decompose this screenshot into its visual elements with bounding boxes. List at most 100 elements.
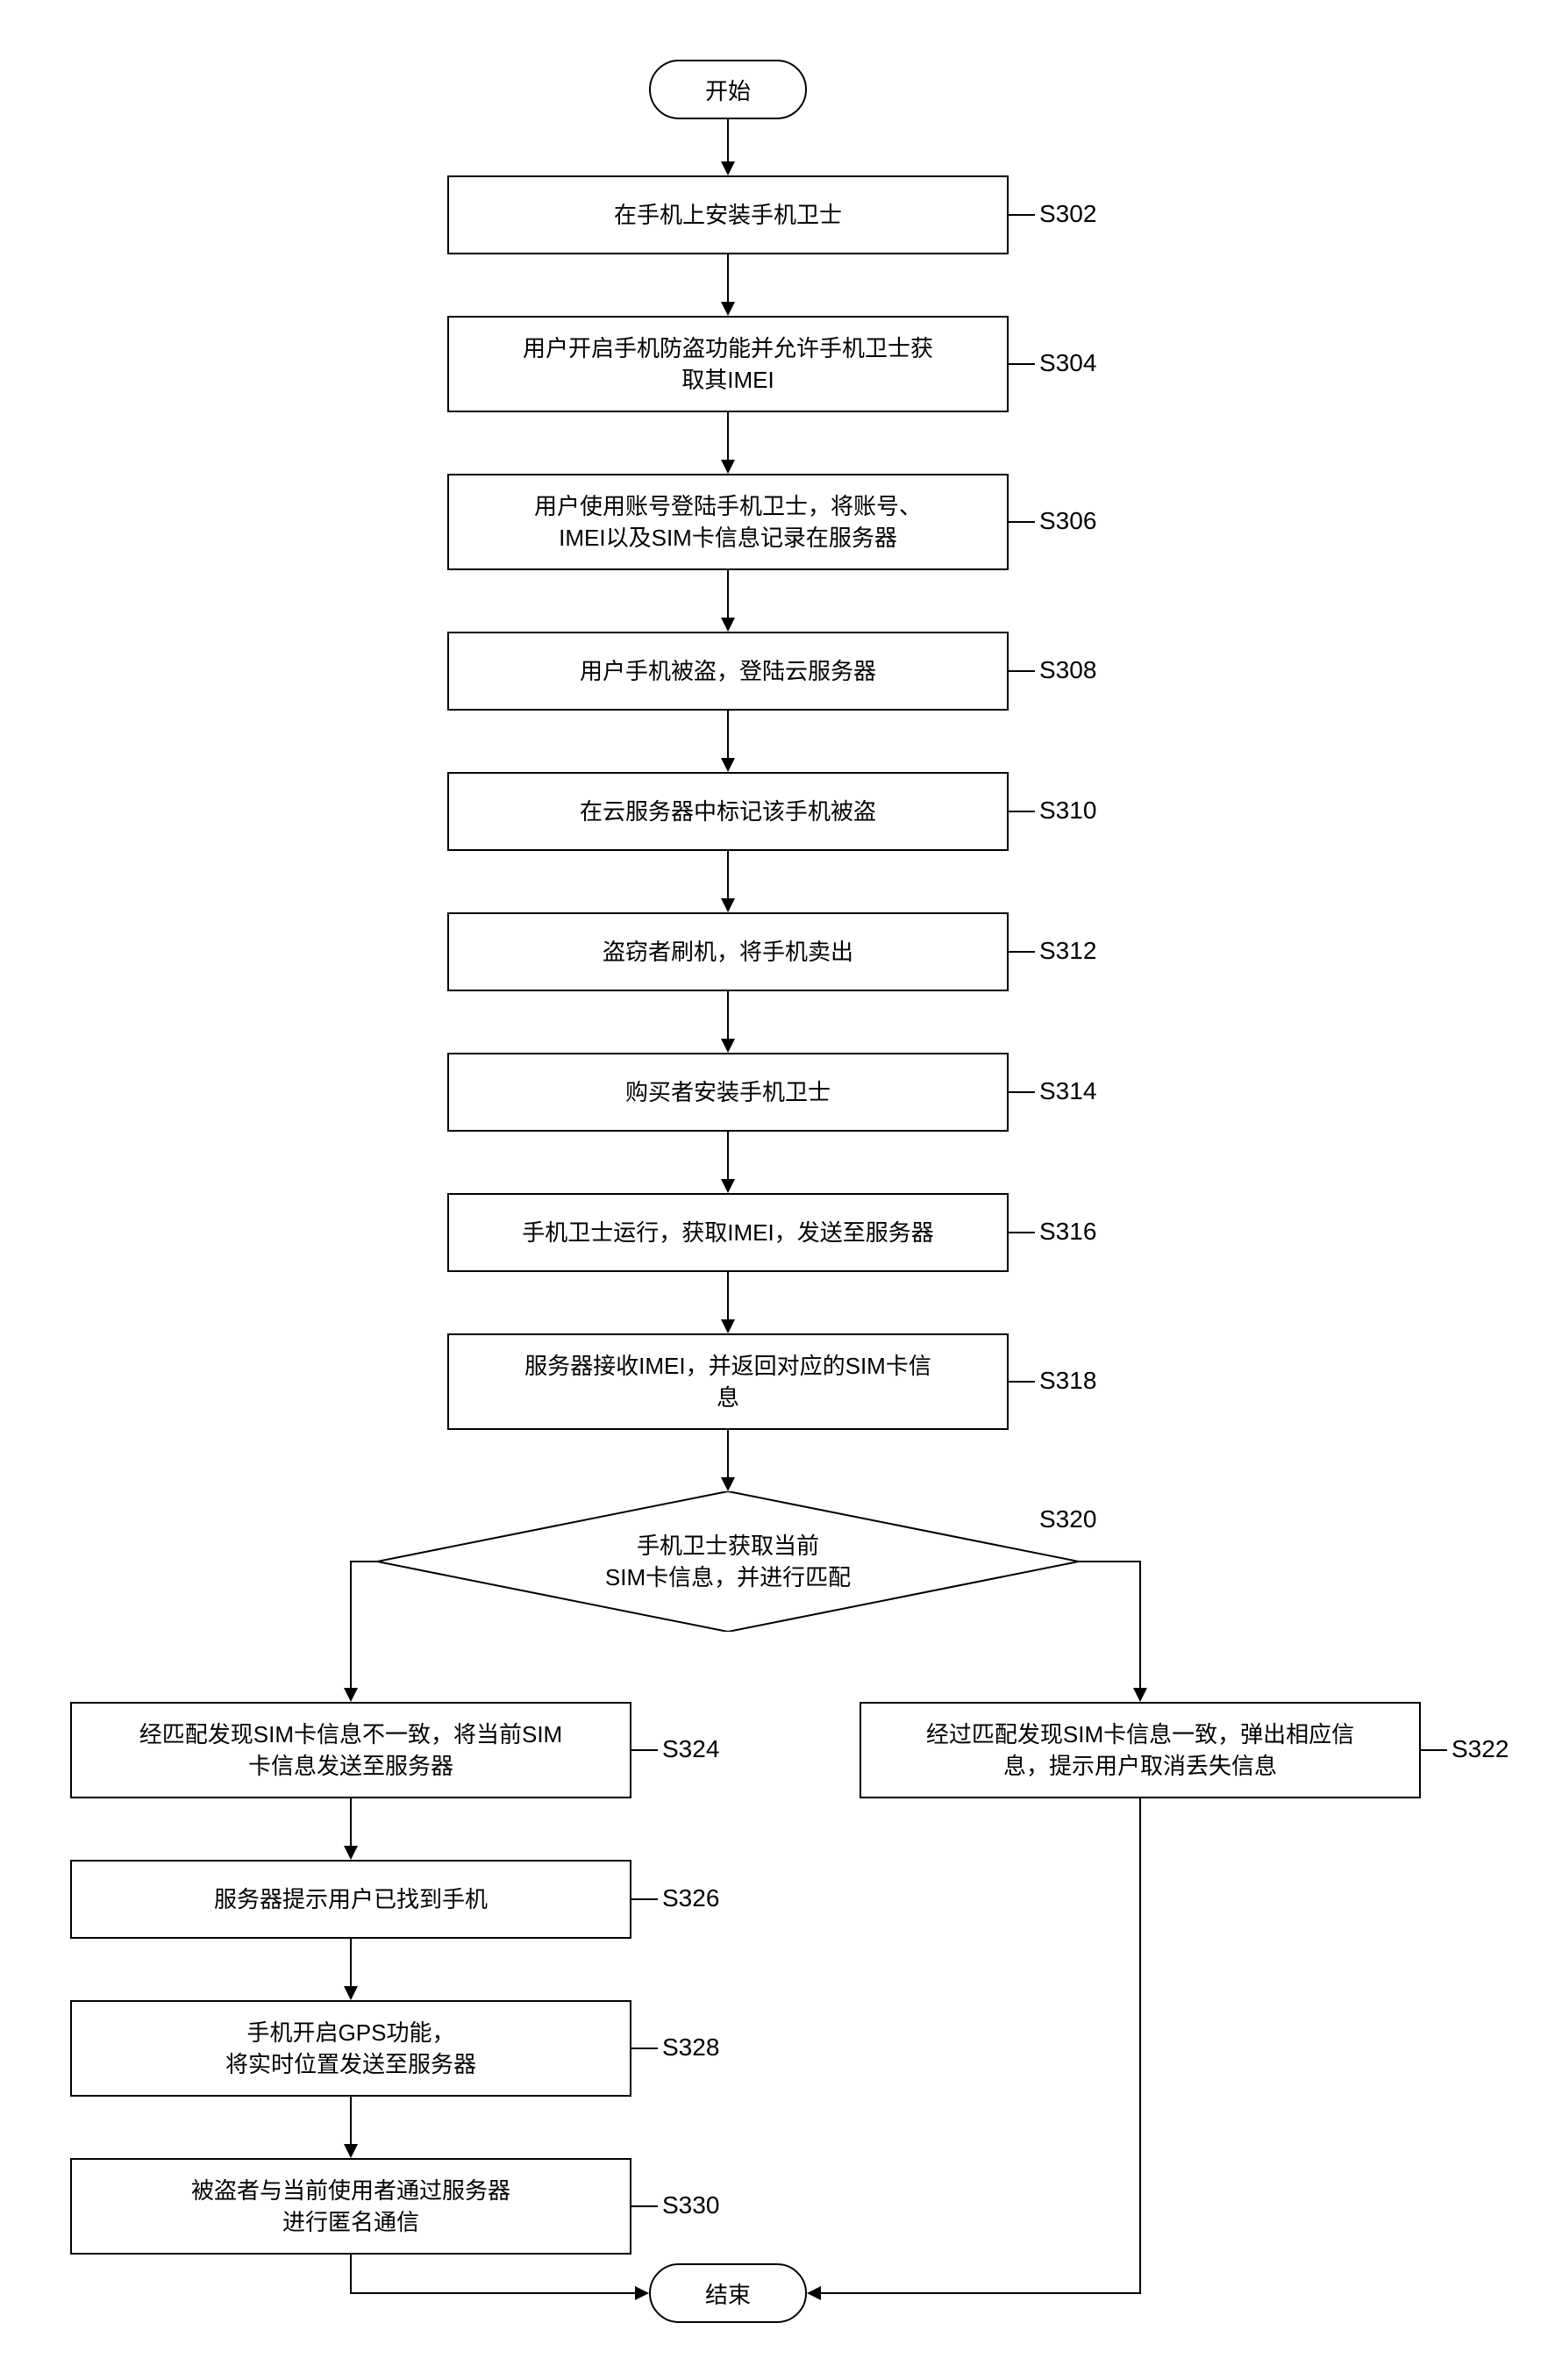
label-connector	[1009, 1091, 1035, 1093]
step-S318: 服务器接收IMEI，并返回对应的SIM卡信 息	[447, 1333, 1009, 1430]
arrowhead	[635, 2286, 649, 2300]
label-connector	[1009, 951, 1035, 953]
step-S316: 手机卫士运行，获取IMEI，发送至服务器	[447, 1193, 1009, 1272]
step-text: 被盗者与当前使用者通过服务器 进行匿名通信	[191, 2175, 510, 2239]
step-label: S316	[1039, 1218, 1096, 1246]
step-S308: 用户手机被盗，登陆云服务器	[447, 632, 1009, 711]
edge	[350, 2292, 635, 2294]
edge	[350, 1939, 352, 1986]
step-label: S302	[1039, 200, 1096, 228]
terminator-end: 结束	[649, 2263, 807, 2323]
step-S302: 在手机上安装手机卫士	[447, 175, 1009, 254]
step-text: 在云服务器中标记该手机被盗	[580, 796, 876, 827]
flowchart-canvas: 开始 在手机上安装手机卫士 S302 用户开启手机防盗功能并允许手机卫士获 取其…	[18, 35, 1548, 2345]
terminator-start: 开始	[649, 60, 807, 119]
step-label: S306	[1039, 507, 1096, 535]
edge	[727, 1132, 729, 1179]
arrowhead	[721, 1319, 735, 1333]
arrowhead	[721, 618, 735, 632]
step-S326: 服务器提示用户已找到手机	[70, 1860, 631, 1939]
step-text: 经匹配发现SIM卡信息不一致，将当前SIM 卡信息发送至服务器	[139, 1719, 562, 1783]
decision-S320: 手机卫士获取当前 SIM卡信息，并进行匹配	[377, 1491, 1079, 1632]
step-S306: 用户使用账号登陆手机卫士，将账号、 IMEI以及SIM卡信息记录在服务器	[447, 474, 1009, 570]
step-label: S324	[662, 1735, 719, 1763]
label-connector	[1009, 811, 1035, 812]
edge	[727, 711, 729, 758]
arrowhead	[721, 302, 735, 316]
step-text: 购买者安装手机卫士	[625, 1076, 831, 1108]
arrowhead	[344, 2144, 358, 2158]
edge	[727, 1430, 729, 1477]
edge	[350, 2097, 352, 2144]
edge	[350, 1798, 352, 1846]
edge	[1139, 1561, 1141, 1688]
label-connector	[631, 1749, 658, 1751]
step-label: S310	[1039, 797, 1096, 825]
edge	[1079, 1561, 1140, 1562]
step-text: 用户使用账号登陆手机卫士，将账号、 IMEI以及SIM卡信息记录在服务器	[534, 490, 922, 554]
step-S324: 经匹配发现SIM卡信息不一致，将当前SIM 卡信息发送至服务器	[70, 1702, 631, 1798]
step-text: 手机卫士运行，获取IMEI，发送至服务器	[522, 1217, 933, 1248]
arrowhead	[721, 1179, 735, 1193]
arrowhead	[344, 1986, 358, 2000]
label-connector	[1009, 521, 1035, 523]
label-connector	[1009, 214, 1035, 216]
step-label: S314	[1039, 1077, 1096, 1105]
arrowhead	[344, 1688, 358, 1702]
arrowhead	[807, 2286, 821, 2300]
edge	[727, 991, 729, 1039]
label-connector	[631, 2048, 658, 2049]
label-connector	[1421, 1749, 1447, 1751]
step-label: S304	[1039, 349, 1096, 377]
edge	[727, 570, 729, 618]
step-S304: 用户开启手机防盗功能并允许手机卫士获 取其IMEI	[447, 316, 1009, 412]
step-label: S320	[1039, 1505, 1096, 1533]
label-connector	[1009, 670, 1035, 672]
arrowhead	[721, 1039, 735, 1053]
arrowhead	[721, 1477, 735, 1491]
label-connector	[631, 1898, 658, 1900]
edge	[351, 1561, 377, 1562]
step-label: S330	[662, 2191, 719, 2219]
edge	[350, 2255, 352, 2293]
step-S330: 被盗者与当前使用者通过服务器 进行匿名通信	[70, 2158, 631, 2255]
label-connector	[1009, 1232, 1035, 1233]
label-connector	[1009, 363, 1035, 365]
edge	[727, 254, 729, 302]
step-label: S312	[1039, 937, 1096, 965]
edge	[821, 2292, 1141, 2294]
decision-text: 手机卫士获取当前 SIM卡信息，并进行匹配	[605, 1530, 851, 1594]
label-connector	[1009, 1381, 1035, 1383]
arrowhead	[721, 460, 735, 474]
terminator-start-label: 开始	[705, 74, 751, 106]
step-text: 服务器提示用户已找到手机	[214, 1883, 488, 1915]
step-text: 在手机上安装手机卫士	[614, 199, 842, 231]
step-text: 经过匹配发现SIM卡信息一致，弹出相应信 息，提示用户取消丢失信息	[926, 1719, 1354, 1783]
step-text: 服务器接收IMEI，并返回对应的SIM卡信 息	[524, 1350, 931, 1414]
edge	[727, 851, 729, 898]
terminator-end-label: 结束	[705, 2277, 751, 2310]
edge	[727, 412, 729, 460]
edge	[1139, 1798, 1141, 2293]
step-text: 用户手机被盗，登陆云服务器	[580, 655, 876, 687]
edge	[350, 1561, 352, 1688]
step-text: 用户开启手机防盗功能并允许手机卫士获 取其IMEI	[523, 332, 933, 397]
arrowhead	[1133, 1688, 1147, 1702]
step-label: S326	[662, 1884, 719, 1912]
step-text: 盗窃者刷机，将手机卖出	[603, 936, 853, 968]
label-connector	[631, 2205, 658, 2207]
step-S322: 经过匹配发现SIM卡信息一致，弹出相应信 息，提示用户取消丢失信息	[860, 1702, 1421, 1798]
arrowhead	[721, 758, 735, 772]
step-label: S318	[1039, 1367, 1096, 1395]
step-S310: 在云服务器中标记该手机被盗	[447, 772, 1009, 851]
arrowhead	[721, 161, 735, 175]
arrowhead	[721, 898, 735, 912]
step-label: S322	[1452, 1735, 1509, 1763]
step-label: S308	[1039, 656, 1096, 684]
step-S312: 盗窃者刷机，将手机卖出	[447, 912, 1009, 991]
edge	[727, 119, 729, 161]
edge	[727, 1272, 729, 1319]
step-text: 手机开启GPS功能， 将实时位置发送至服务器	[225, 2017, 476, 2081]
step-S314: 购买者安装手机卫士	[447, 1053, 1009, 1132]
step-S328: 手机开启GPS功能， 将实时位置发送至服务器	[70, 2000, 631, 2097]
